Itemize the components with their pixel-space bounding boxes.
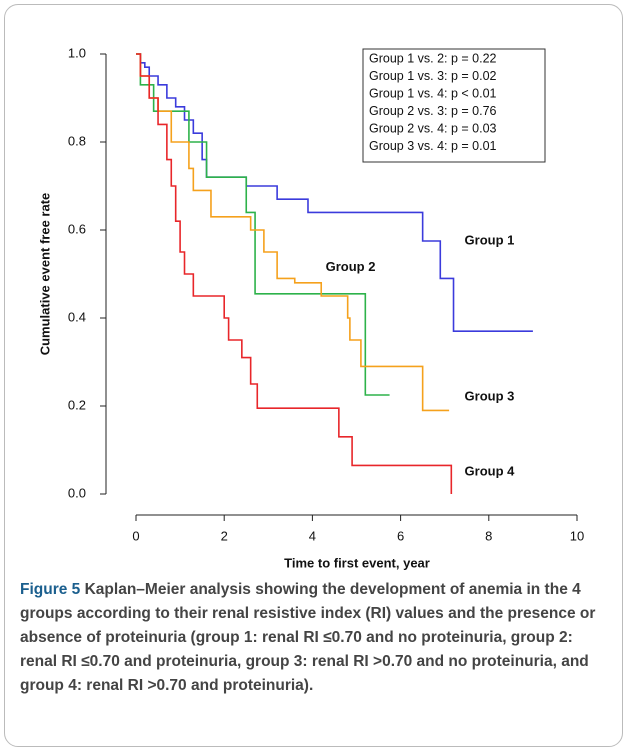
x-tick-label: 10	[570, 528, 584, 543]
caption: Figure 5 Kaplan–Meier analysis showing t…	[20, 578, 612, 698]
p-value-annotation: Group 1 vs. 2: p = 0.22	[369, 51, 497, 65]
figure-frame	[4, 4, 623, 747]
p-value-annotation: Group 2 vs. 3: p = 0.76	[369, 104, 497, 118]
x-tick-label: 0	[132, 528, 139, 543]
group-label: Group 4	[465, 463, 516, 478]
group-label: Group 1	[465, 232, 515, 247]
survival-curve	[136, 53, 533, 332]
y-tick-label: 1.0	[68, 45, 86, 60]
group-label: Group 3	[465, 389, 515, 404]
y-tick-label: 0.6	[68, 221, 86, 236]
caption-label: Figure 5	[20, 581, 81, 598]
p-value-annotation: Group 3 vs. 4: p = 0.01	[369, 139, 497, 153]
x-tick-label: 6	[397, 528, 404, 543]
p-value-annotation: Group 1 vs. 4: p < 0.01	[369, 86, 497, 100]
group-label: Group 2	[326, 259, 376, 274]
y-tick-label: 0.2	[68, 397, 86, 412]
y-tick-label: 0.8	[68, 133, 86, 148]
p-value-annotation: Group 1 vs. 3: p = 0.02	[369, 69, 497, 83]
x-tick-label: 8	[485, 528, 492, 543]
y-axis-title: Cumulative event free rate	[37, 193, 52, 356]
y-tick-label: 0.4	[68, 309, 86, 324]
x-tick-label: 2	[221, 528, 228, 543]
survival-curve	[136, 53, 390, 396]
x-axis-title: Time to first event, year	[284, 555, 430, 570]
y-tick-label: 0.0	[68, 485, 86, 500]
survival-curve	[136, 53, 453, 494]
chart: Time to first event, year Cumulative eve…	[37, 45, 584, 570]
x-tick-label: 4	[309, 528, 316, 543]
p-value-box	[362, 48, 546, 163]
caption-text: Kaplan–Meier analysis showing the develo…	[20, 581, 596, 694]
p-value-annotation: Group 2 vs. 4: p = 0.03	[369, 121, 497, 135]
